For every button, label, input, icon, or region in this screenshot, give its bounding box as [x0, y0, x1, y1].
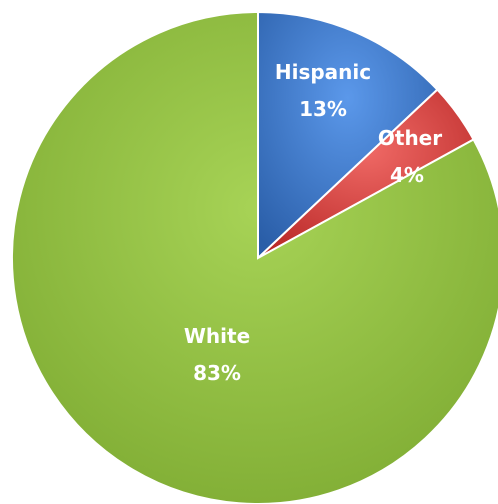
slice-label-white-pct: 83%: [193, 361, 241, 385]
slice-label-white-name: White: [184, 324, 250, 348]
pie-slice-hispanic: [257, 10, 439, 261]
slice-label-hispanic-name: Hispanic: [275, 60, 371, 84]
pie-slice-white: [11, 10, 498, 504]
slice-label-other-pct: 4%: [390, 163, 424, 187]
slice-label-other-name: Other: [378, 126, 442, 150]
slice-label-hispanic-pct: 13%: [299, 97, 347, 121]
